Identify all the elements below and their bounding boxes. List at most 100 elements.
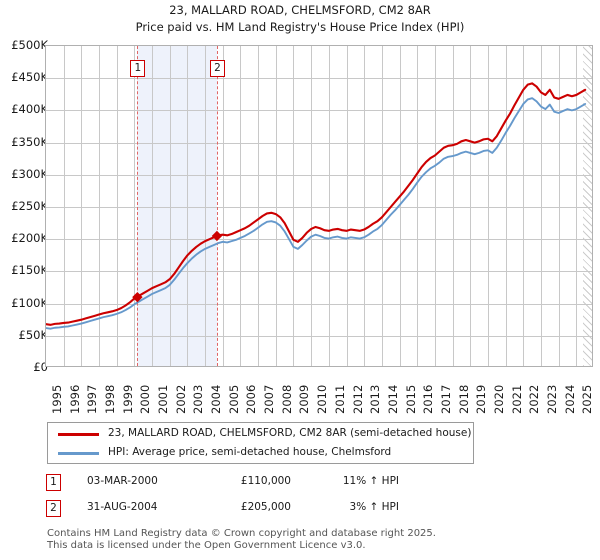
transaction-row[interactable]: 1 03-MAR-2000 £110,000 11% ↑ HPI — [45, 473, 565, 499]
gridline-vertical — [381, 46, 383, 366]
y-axis-tick-label: £300K — [11, 166, 48, 181]
page-subtitle: Price paid vs. HM Land Registry's House … — [135, 20, 465, 34]
gridline-vertical — [116, 46, 118, 366]
gridline-vertical — [470, 46, 472, 366]
x-axis-tick-label: 2021 — [509, 384, 524, 414]
gridline-vertical — [187, 46, 189, 366]
x-axis-tick-label: 2020 — [491, 384, 506, 414]
gridline-horizontal — [46, 303, 592, 305]
transaction-list: 1 03-MAR-2000 £110,000 11% ↑ HPI 2 31-AUG-200… — [45, 473, 565, 525]
event-badge-1[interactable]: 1 — [130, 60, 146, 77]
legend-row: HPI: Average price, semi-detached house,… — [48, 443, 473, 464]
x-axis-tick-label: 1999 — [120, 384, 135, 414]
legend-label: HPI: Average price, semi-detached house,… — [108, 446, 392, 458]
gridline-vertical — [540, 46, 542, 366]
x-axis-tick-label: 2012 — [350, 384, 365, 414]
x-axis-tick-label: 2002 — [173, 384, 188, 414]
series-lines — [46, 82, 587, 330]
gridline-vertical — [63, 46, 65, 366]
y-axis-tick-label: £150K — [11, 263, 48, 278]
legend-label: 23, MALLARD ROAD, CHELMSFORD, CM2 8AR (s… — [108, 427, 472, 439]
gridline-vertical — [523, 46, 525, 366]
x-axis-tick-label: 2013 — [368, 384, 383, 414]
gridline-horizontal — [46, 174, 592, 176]
gridline-vertical — [452, 46, 454, 366]
x-axis-tick-label: 2001 — [156, 384, 171, 414]
transaction-index-badge[interactable]: 2 — [46, 500, 61, 517]
x-axis-tick-label: 2014 — [385, 384, 400, 414]
gridline-vertical — [240, 46, 242, 366]
gridline-vertical — [134, 46, 136, 366]
x-axis-tick-label: 2000 — [138, 384, 153, 414]
footer-attribution: Contains HM Land Registry data © Crown c… — [47, 528, 587, 552]
x-axis-tick-label: 2015 — [403, 384, 418, 414]
event-badge-2[interactable]: 2 — [209, 60, 225, 77]
legend-row: 23, MALLARD ROAD, CHELMSFORD, CM2 8AR (s… — [48, 424, 473, 445]
price-paid-line — [46, 82, 587, 326]
x-axis-tick-label: 2019 — [474, 384, 489, 414]
y-axis-tick-label: £400K — [11, 102, 48, 117]
gridline-vertical — [417, 46, 419, 366]
x-axis-tick-label: 2011 — [332, 384, 347, 414]
gridline-vertical — [169, 46, 171, 366]
gridline-vertical — [434, 46, 436, 366]
gridline-vertical — [293, 46, 295, 366]
footer-line-2: This data is licensed under the Open Gov… — [47, 540, 366, 551]
gridline-vertical — [99, 46, 101, 366]
x-axis-tick-label: 2025 — [580, 384, 595, 414]
gridline-horizontal — [46, 207, 592, 208]
gridline-vertical — [364, 46, 366, 366]
x-axis-tick-label: 2023 — [544, 384, 559, 414]
event-line-2 — [216, 46, 218, 366]
x-axis-tick-label: 1995 — [50, 384, 64, 414]
x-axis-tick-label: 1996 — [67, 384, 82, 414]
y-axis-tick-label: £100K — [11, 295, 48, 310]
transaction-price: £205,000 — [240, 501, 291, 513]
transaction-row[interactable]: 2 31-AUG-2004 £205,000 3% ↑ HPI — [45, 499, 565, 525]
x-axis-tick-label: 1998 — [103, 384, 118, 414]
x-axis-tick-label: 2003 — [191, 384, 206, 414]
legend-color-swatch — [58, 452, 99, 455]
y-axis-tick-label: £0 — [33, 360, 48, 374]
x-axis-tick-label: 2006 — [244, 384, 259, 414]
x-axis-tick-label: 2004 — [209, 384, 224, 414]
chart-legend: 23, MALLARD ROAD, CHELMSFORD, CM2 8AR (s… — [47, 422, 474, 464]
y-axis-tick-label: £50K — [18, 327, 49, 342]
sale-point-marker-2[interactable] — [211, 230, 223, 242]
x-axis-tick-label: 2022 — [527, 384, 542, 414]
transaction-hpi-delta: 3% ↑ HPI — [349, 501, 399, 513]
y-axis-tick-label: £500K — [11, 38, 48, 52]
transaction-index-badge[interactable]: 1 — [46, 474, 61, 491]
gridline-horizontal — [46, 110, 592, 112]
x-axis-tick-label: 2024 — [562, 384, 577, 414]
x-axis-tick-label: 2016 — [421, 384, 436, 414]
gridline-vertical — [222, 46, 224, 366]
gridline-vertical — [487, 46, 489, 366]
x-axis-tick-label: 1997 — [85, 384, 100, 414]
transaction-price: £110,000 — [240, 475, 291, 487]
x-axis: 1995 1996 1997 1998 1999 2000 2001 2002 2003 2004… — [45, 372, 600, 417]
transaction-date: 03-MAR-2000 — [87, 475, 158, 487]
y-axis-tick-label: £450K — [11, 70, 48, 85]
gridline-horizontal — [46, 335, 592, 337]
gridline-vertical — [576, 46, 578, 366]
x-axis-tick-label: 2008 — [279, 384, 294, 414]
gridline-vertical — [81, 46, 83, 366]
x-axis-tick-label: 2007 — [262, 384, 277, 414]
hpi-line — [46, 97, 587, 330]
gridline-vertical — [399, 46, 401, 366]
gridline-vertical — [258, 46, 260, 366]
gridline-horizontal — [46, 78, 592, 80]
event-line-1 — [137, 46, 139, 366]
page-title: 23, MALLARD ROAD, CHELMSFORD, CM2 8AR — [169, 3, 431, 17]
gridline-vertical — [505, 46, 507, 366]
y-axis-tick-label: £250K — [11, 199, 48, 213]
gridline-vertical — [311, 46, 313, 366]
x-axis-tick-label: 2018 — [456, 384, 471, 414]
x-axis-tick-label: 2010 — [315, 384, 330, 414]
ownership-period-band — [137, 46, 217, 366]
gridline-horizontal — [46, 239, 592, 241]
provisional-period-hatch — [583, 46, 592, 366]
